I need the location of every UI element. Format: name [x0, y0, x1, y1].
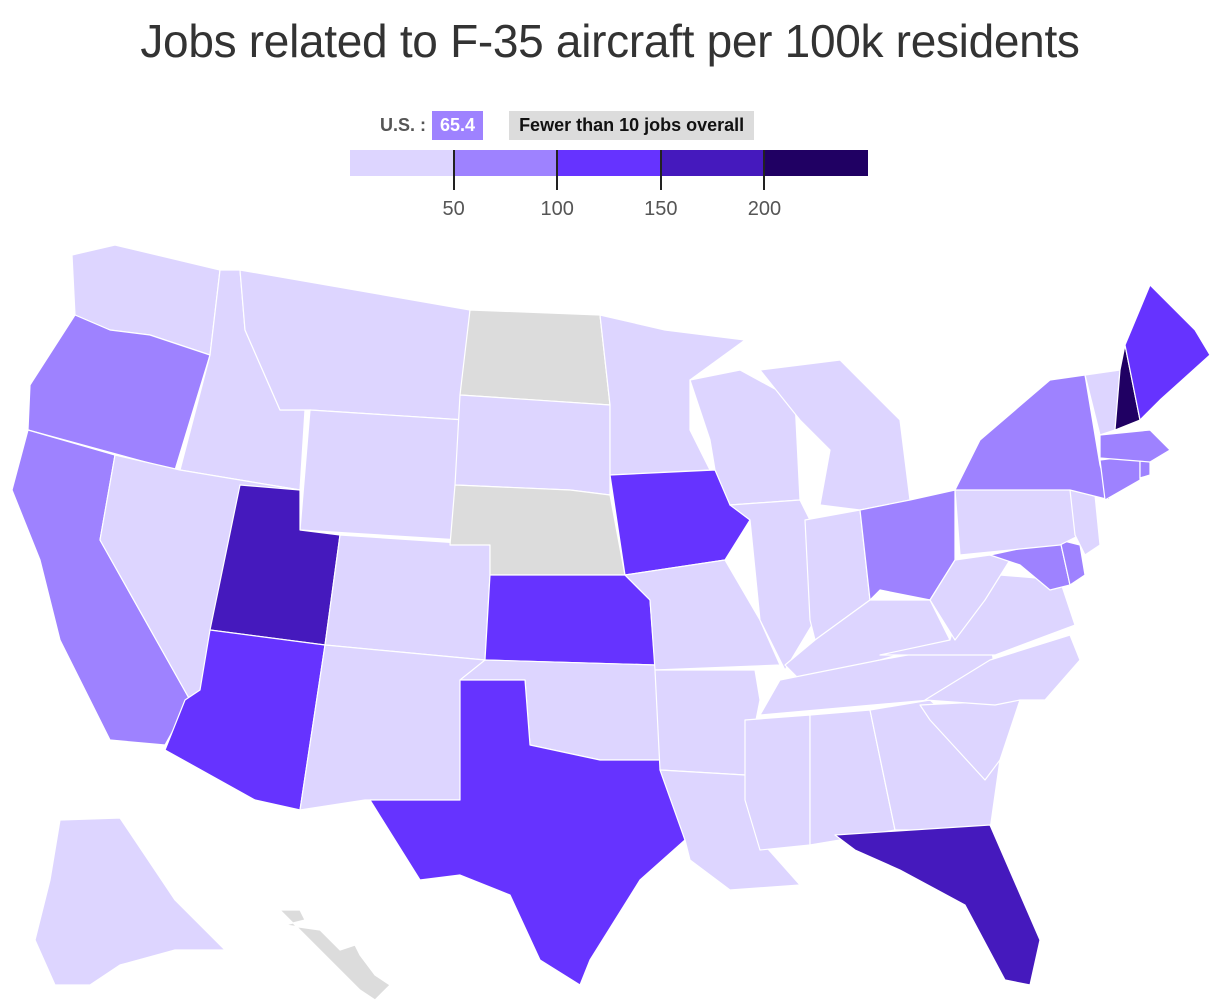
state-ar — [654, 669, 761, 776]
state-ia — [609, 469, 751, 576]
scale-bin-150-200 — [660, 150, 765, 176]
state-ks — [484, 574, 656, 666]
state-ma — [1099, 429, 1171, 463]
scale-tick-200 — [763, 150, 766, 190]
state-nc — [924, 634, 1081, 706]
state-sd — [454, 394, 611, 496]
scale-bin-100-150 — [557, 150, 662, 176]
scale-tick-150 — [659, 150, 662, 190]
us-average-label: U.S. : — [380, 114, 427, 135]
us-choropleth-map — [11, 244, 1211, 1001]
state-ny — [954, 374, 1111, 501]
scale-label-200: 200 — [747, 198, 782, 220]
state-mn — [599, 314, 746, 476]
no-data-legend-chip: Fewer than 10 jobs overall — [509, 110, 755, 140]
scale-label-50: 50 — [442, 198, 465, 220]
color-scale-bar — [350, 150, 869, 190]
state-de — [1059, 539, 1086, 586]
scale-tick-50 — [452, 150, 455, 190]
state-wy — [299, 409, 466, 541]
scale-bin-200-plus — [764, 150, 869, 176]
legend-row: U.S. : 65.4 Fewer than 10 jobs overall — [380, 108, 755, 142]
state-pa — [954, 484, 1081, 556]
state-nm — [299, 644, 486, 811]
state-me — [1124, 284, 1211, 421]
scale-bin-0-50 — [350, 150, 455, 176]
state-mt — [239, 269, 471, 421]
scale-label-150: 150 — [644, 198, 678, 220]
state-fl — [834, 824, 1041, 986]
state-nd — [459, 309, 611, 406]
scale-label-100: 100 — [540, 198, 574, 220]
state-co — [324, 534, 491, 661]
state-ct — [1099, 454, 1141, 501]
scale-tick-100 — [556, 150, 559, 190]
us-average-value: 65.4 — [432, 110, 484, 140]
state-il — [729, 499, 816, 671]
state-hi — [279, 909, 391, 1001]
page-title: Jobs related to F-35 aircraft per 100k r… — [140, 15, 1080, 67]
state-ak — [34, 817, 226, 986]
state-ms — [744, 714, 811, 851]
state-mo — [624, 559, 781, 671]
state-tx — [369, 679, 686, 986]
scale-bin-50-100 — [453, 150, 558, 176]
